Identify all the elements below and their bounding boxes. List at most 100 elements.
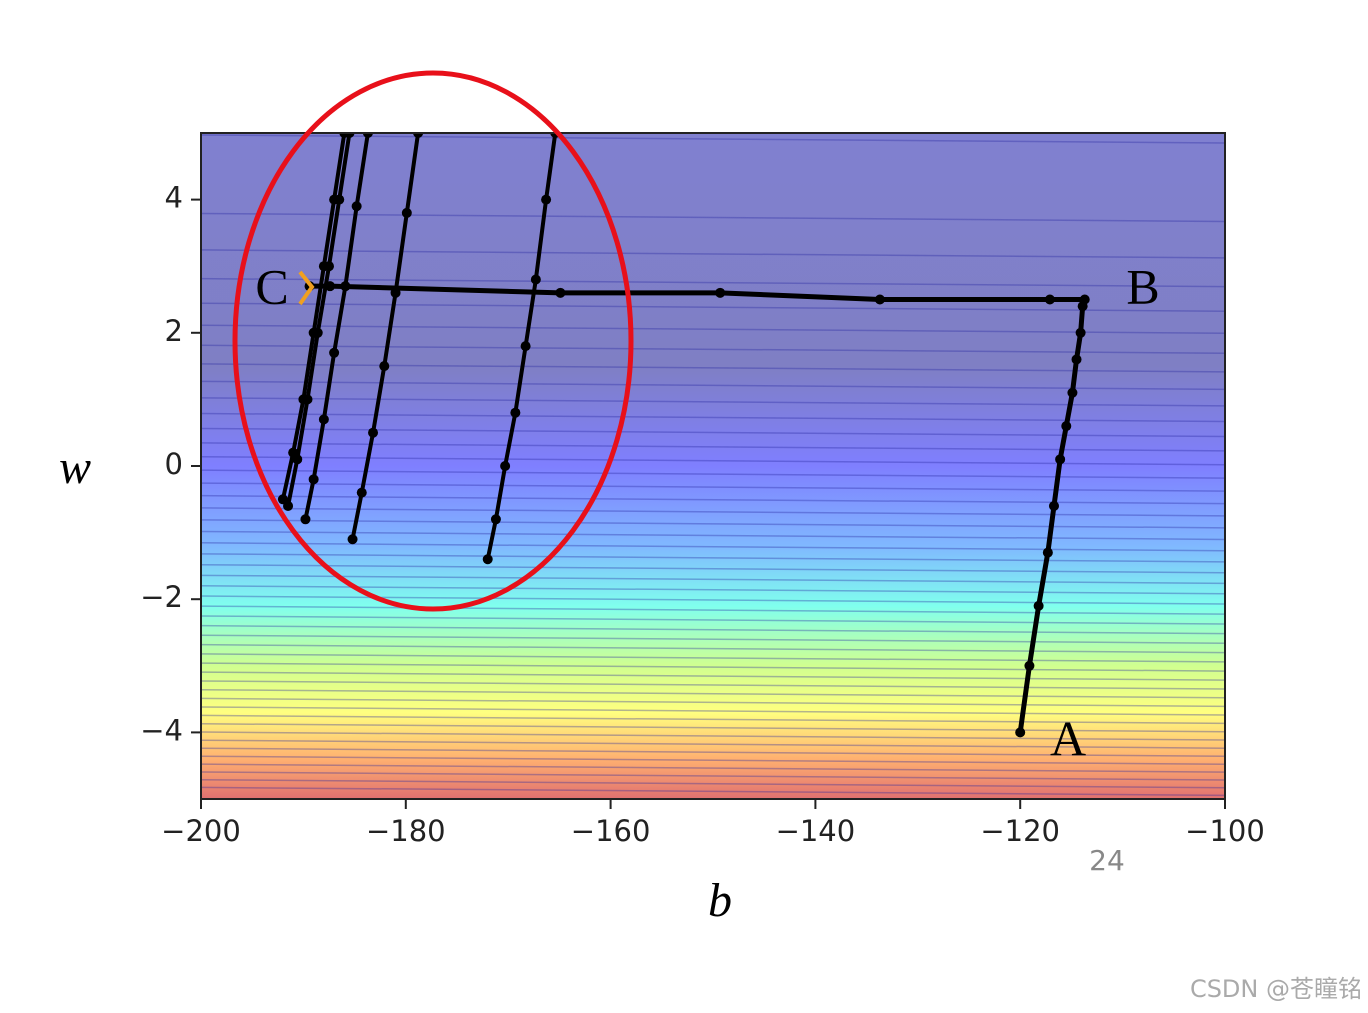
paths (277, 133, 1090, 738)
contour-line (201, 456, 1225, 466)
contour-line (201, 697, 1225, 708)
c-marker (298, 270, 315, 306)
contour-line (201, 397, 1225, 407)
trajectory-point (541, 194, 552, 205)
trajectory-point (490, 514, 501, 525)
watermark: CSDN @苍瞳铭 (1190, 975, 1362, 1003)
trajectory-point (318, 261, 329, 272)
trajectory-point (351, 201, 362, 212)
contour-line (201, 363, 1225, 373)
x-tick-label: −100 (1185, 814, 1265, 848)
x-tick-label: −160 (571, 814, 651, 848)
trajectory-point (339, 133, 350, 138)
contour-line (201, 653, 1225, 663)
trajectory-point (390, 287, 401, 298)
contour-line (201, 723, 1225, 733)
trajectory-point (401, 207, 412, 218)
trajectory-point (1033, 600, 1044, 611)
x-label-box (655, 860, 790, 948)
x-tick-label: −180 (366, 814, 446, 848)
trajectory-point (413, 133, 424, 138)
contour-line (201, 542, 1225, 552)
contour-line (201, 553, 1225, 563)
trajectory-point (1042, 547, 1053, 558)
contour-line (201, 747, 1225, 758)
trajectory (485, 133, 558, 560)
contour-line (201, 530, 1225, 541)
contour-line (201, 634, 1225, 644)
trajectory-point (1024, 660, 1035, 671)
contour-line (201, 302, 1225, 313)
y-tick-label: 2 (165, 314, 183, 348)
trajectory-point (329, 194, 340, 205)
contour-line (201, 662, 1225, 672)
y-axis-label: w (59, 441, 91, 494)
trajectory-point (347, 534, 358, 545)
contour-line (201, 755, 1225, 766)
contour-line (201, 706, 1225, 716)
trajectory-point (715, 287, 726, 298)
y-tick-label: −4 (140, 713, 183, 747)
annotation: C (255, 258, 288, 314)
contour-line (201, 585, 1225, 595)
contour-line (201, 249, 1225, 259)
contour-line (201, 731, 1225, 741)
trajectory-point (1055, 454, 1066, 465)
contour-fill (201, 133, 1225, 799)
trajectory-point (500, 461, 511, 471)
contour-line (201, 714, 1225, 725)
contour-line (201, 212, 1225, 223)
contour-line (201, 344, 1225, 355)
trajectory-point (368, 427, 379, 438)
contour-line (201, 469, 1225, 479)
contour-line (201, 519, 1225, 529)
trajectory-point (1061, 421, 1072, 432)
trajectory-point (288, 447, 299, 458)
contour-line (201, 134, 1225, 144)
contour-line (201, 324, 1225, 334)
y-label-box (8, 425, 143, 515)
contour-line (201, 563, 1225, 574)
trajectory-point (1048, 500, 1059, 511)
y-tick-label: 0 (165, 447, 183, 481)
contour-line (201, 624, 1225, 635)
x-tick-label: −140 (776, 814, 856, 848)
trajectory-point (482, 554, 493, 565)
trajectory-point (277, 494, 288, 505)
page-number: 24 (1089, 844, 1125, 877)
contour-line (201, 412, 1225, 423)
trajectory-point (379, 361, 390, 372)
trajectory-point (510, 407, 521, 418)
contour-line (201, 771, 1225, 781)
trajectory-point (520, 341, 531, 352)
x-tick-label: −120 (980, 814, 1060, 848)
trajectory-point (1071, 354, 1082, 365)
contour-line (201, 615, 1225, 625)
contour-lines (201, 134, 1225, 797)
contour-line (201, 380, 1225, 391)
trajectory-point (1067, 387, 1078, 398)
trajectory-point (329, 347, 340, 358)
contour-line (201, 786, 1225, 797)
trajectory-point (318, 414, 329, 425)
trajectory-point (298, 394, 309, 405)
trajectory-point (1079, 294, 1090, 305)
contour-line (201, 689, 1225, 699)
contour-line (201, 605, 1225, 615)
trajectory (309, 283, 1089, 733)
contour-line (201, 763, 1225, 773)
trajectory-point (356, 487, 367, 498)
trajectory-point (300, 514, 311, 525)
contour-line (201, 778, 1225, 789)
annotation: A (1050, 710, 1086, 766)
trajectory-point (555, 287, 566, 298)
x-tick-label: −200 (161, 814, 241, 848)
trajectory-point (362, 133, 373, 138)
annotation: B (1126, 258, 1159, 314)
trajectory-point (1075, 327, 1086, 338)
contour-line (201, 643, 1225, 654)
contour-line (201, 574, 1225, 585)
trajectory-point (1044, 294, 1055, 305)
trajectory-point (340, 281, 351, 292)
